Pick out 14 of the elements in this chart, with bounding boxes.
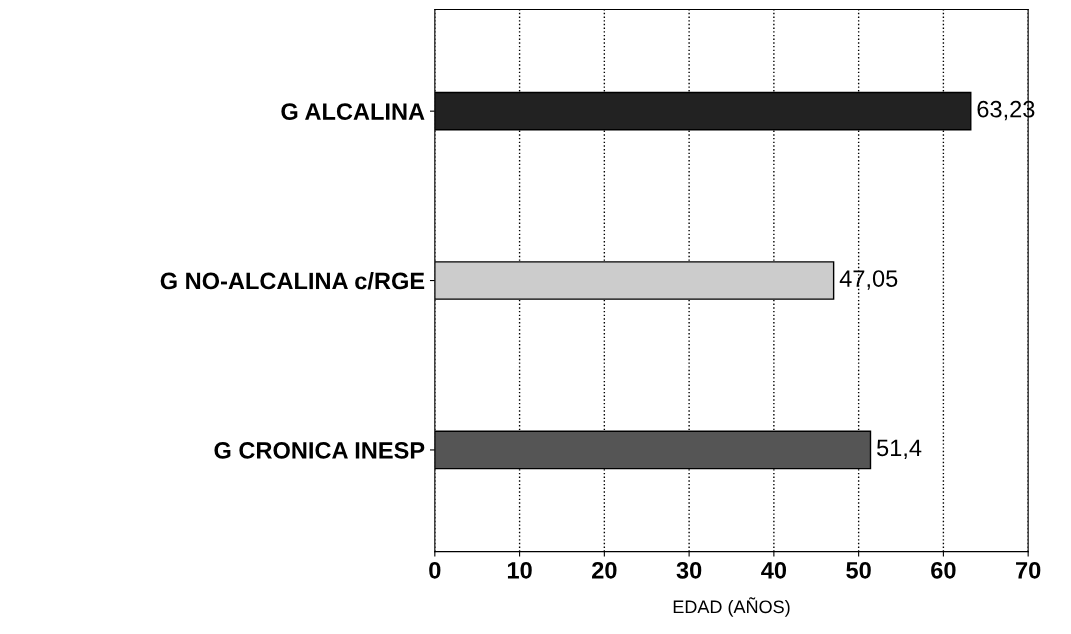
x-tick-label: 40 bbox=[761, 561, 787, 579]
x-tick-label: 70 bbox=[1016, 561, 1041, 579]
data-label: 51,4 bbox=[877, 439, 922, 460]
x-tick-label: 20 bbox=[592, 561, 617, 579]
x-tick-label: 30 bbox=[676, 561, 702, 579]
data-label: 47,05 bbox=[839, 270, 898, 290]
y-tick-label: G CRONICA INESP bbox=[214, 442, 425, 459]
y-tick-label: G ALCALINA bbox=[281, 103, 425, 120]
x-tick-label: 0 bbox=[429, 561, 441, 579]
y-tick-label: G NO-ALCALINA c/RGE bbox=[160, 271, 425, 290]
x-tick-label: 10 bbox=[507, 561, 532, 579]
x-tick-label: 50 bbox=[846, 561, 871, 579]
x-axis-title: EDAD (AÑOS) bbox=[673, 597, 790, 617]
x-tick-label: 60 bbox=[931, 561, 956, 579]
